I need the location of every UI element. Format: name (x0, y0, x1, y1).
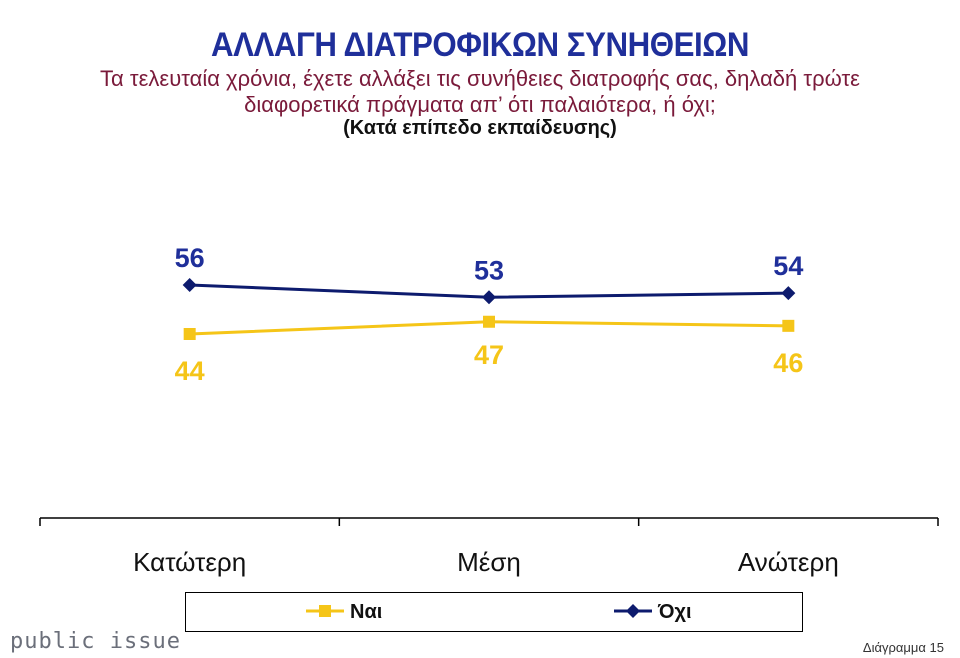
data-label: 53 (474, 255, 504, 285)
data-label: 54 (773, 251, 803, 281)
data-point (482, 290, 496, 305)
question-line-1: Τα τελευταία χρόνια, έχετε αλλάξει τις σ… (100, 66, 860, 91)
x-tick-label: Μέση (457, 547, 521, 577)
legend-label-yes: Ναι (350, 601, 383, 623)
data-label: 44 (175, 356, 205, 386)
legend-swatch-yes (306, 605, 344, 617)
data-point (483, 315, 495, 328)
data-point (782, 319, 795, 332)
data-point (183, 328, 196, 340)
x-tick-label: Κατώτερη (133, 547, 246, 577)
brand-logo-text: public issue (10, 629, 181, 654)
question-text: Τα τελευταία χρόνια, έχετε αλλάξει τις σ… (10, 66, 950, 118)
legend-swatch-no (614, 604, 652, 618)
breakdown-note: (Κατά επίπεδο εκπαίδευσης) (343, 117, 617, 139)
data-point (781, 286, 796, 301)
line-chart: Κατώτερη Μέση Ανώτερη 44 47 46 56 53 54 (39, 243, 939, 577)
legend-label-no: Όχι (658, 601, 692, 623)
slide-number: Διάγραμμα 15 (862, 640, 944, 655)
data-label: 56 (175, 243, 205, 273)
data-point (182, 278, 197, 292)
data-label: 47 (474, 340, 504, 370)
x-tick-label: Ανώτερη (738, 547, 839, 577)
page-title: ΑΛΛΑΓΗ ΔΙΑΤΡΟΦΙΚΩΝ ΣΥΝΗΘΕΙΩΝ (210, 26, 750, 64)
data-label: 46 (773, 348, 803, 378)
question-line-2: διαφορετικά πράγματα απ’ ότι παλαιότερα,… (244, 92, 716, 117)
chart-legend: Ναι Όχι (185, 592, 803, 632)
